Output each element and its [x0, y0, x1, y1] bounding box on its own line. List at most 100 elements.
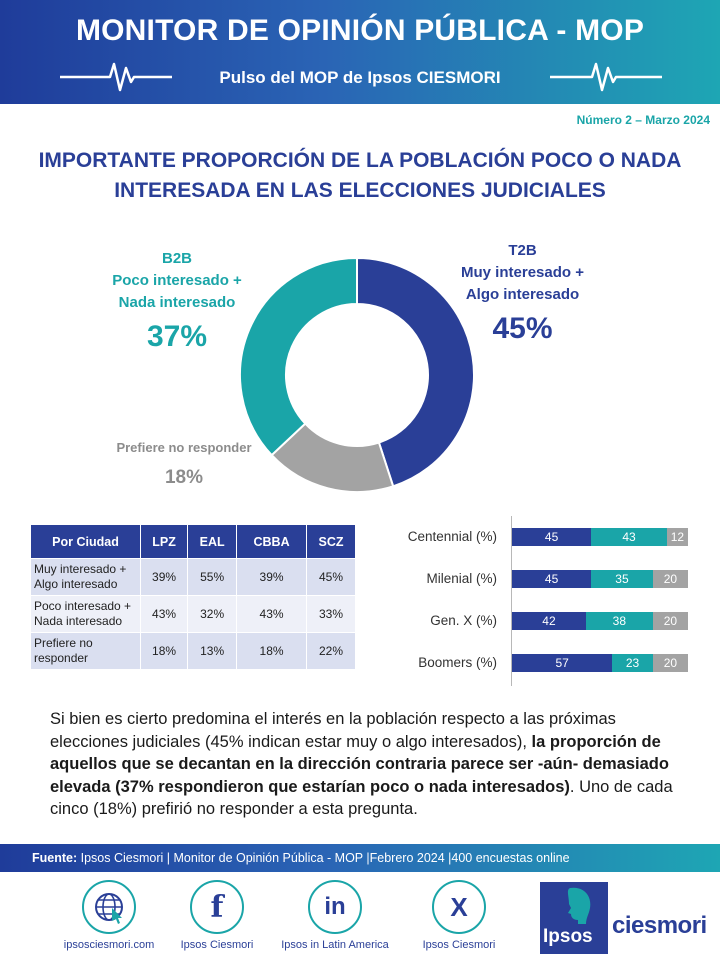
label-no-response: Prefiere no responder 18% — [104, 440, 264, 489]
row-label-line: Muy interesado + — [34, 562, 127, 576]
bar-segment: 12 — [666, 528, 688, 546]
summary-text-1: Si bien es cierto predomina el interés e… — [50, 710, 616, 751]
row-label-line: responder — [34, 651, 89, 665]
table-header-city: Por Ciudad — [30, 524, 141, 559]
ipsos-logo-box: Ipsos — [540, 882, 608, 954]
bar-segment: 20 — [652, 612, 688, 630]
stacked-bar: 57 23 20 — [512, 654, 688, 672]
summary-text-2: . Uno de cada cinco (18%) prefirió no re… — [50, 777, 673, 819]
row-label: Prefiere no responder — [30, 632, 141, 670]
heartbeat-line-right-icon — [550, 62, 662, 92]
header-banner: MONITOR DE OPINIÓN PÚBLICA - MOP Pulso d… — [0, 0, 720, 104]
table-cell: 45% — [306, 558, 356, 596]
bar-segment: 20 — [652, 570, 688, 588]
stacked-bar: 42 38 20 — [512, 612, 688, 630]
bar-chart-axis — [511, 516, 512, 686]
facebook-icon[interactable]: f — [190, 880, 244, 934]
table-row: Poco interesado + Nada interesado 43% 32%… — [30, 595, 356, 633]
label-b2b-code: B2B — [161, 250, 192, 267]
label-t2b-code: T2B — [508, 242, 537, 259]
row-label-line: Nada interesado — [34, 614, 123, 628]
issue-number: Número 2 – Marzo 2024 — [576, 113, 710, 127]
social-caption-website[interactable]: ipsosciesmori.com — [63, 939, 155, 951]
table-header-scz: SCZ — [306, 524, 356, 559]
source-bar: Fuente: Ipsos Ciesmori | Monitor de Opin… — [0, 844, 720, 872]
table-row: Prefiere no responder 18% 13% 18% 22% — [30, 632, 356, 670]
bar-segment: 38 — [585, 612, 653, 630]
headline: IMPORTANTE PROPORCIÓN DE LA POBLACIÓN PO… — [0, 146, 720, 206]
table-cell: 32% — [187, 595, 238, 633]
bar-row: Boomers (%) 57 23 20 — [380, 654, 710, 672]
bar-category-label: Boomers (%) — [418, 655, 497, 670]
stacked-bar: 45 43 12 — [512, 528, 688, 546]
social-website[interactable]: ipsosciesmori.com — [54, 880, 164, 951]
bar-segment: 57 — [512, 654, 613, 672]
page-title: MONITOR DE OPINIÓN PÚBLICA - MOP — [75, 14, 645, 47]
bar-category-label: Gen. X (%) — [430, 613, 497, 628]
label-b2b-line2: Nada interesado — [118, 294, 236, 311]
summary-paragraph: Si bien es cierto predomina el interés e… — [50, 708, 680, 821]
label-t2b-pct: 45% — [492, 312, 553, 345]
social-linkedin[interactable]: in Ipsos in Latin America — [280, 880, 390, 951]
social-facebook[interactable]: f Ipsos Ciesmori — [162, 880, 272, 951]
donut-slice-b2b — [239, 256, 358, 457]
linkedin-glyph: in — [324, 893, 346, 920]
social-x[interactable]: X Ipsos Ciesmori — [404, 880, 514, 951]
social-caption-facebook[interactable]: Ipsos Ciesmori — [180, 939, 254, 951]
source-text: Ipsos Ciesmori | Monitor de Opinión Públ… — [77, 851, 570, 865]
page-subtitle: Pulso del MOP de Ipsos CIESMORI — [219, 68, 501, 87]
bar-category-label: Centennial (%) — [407, 529, 497, 544]
table-cell: 18% — [236, 632, 307, 670]
stacked-bar: 45 35 20 — [512, 570, 688, 588]
row-label-line: Prefiere no — [34, 636, 93, 650]
table-header-row: Por Ciudad LPZ EAL CBBA SCZ — [30, 524, 356, 559]
source-label: Fuente: — [32, 851, 78, 865]
bar-segment: 23 — [612, 654, 653, 672]
row-label-line: Poco interesado + — [34, 599, 132, 613]
headline-line-2: INTERESADA EN LAS ELECCIONES JUDICIALES — [114, 179, 606, 202]
donut-chart — [239, 256, 475, 493]
label-t2b-line2: Algo interesado — [465, 286, 580, 303]
table-header-cbba: CBBA — [236, 524, 307, 559]
table-cell: 55% — [187, 558, 238, 596]
row-label: Muy interesado + Algo interesado — [30, 558, 141, 596]
row-label-line: Algo interesado — [34, 577, 118, 591]
table-cell: 13% — [187, 632, 238, 670]
table-cell: 22% — [306, 632, 356, 670]
label-nr-line1: Prefiere no responder — [116, 440, 252, 455]
bar-category-label: Milenial (%) — [426, 571, 497, 586]
label-b2b: B2B Poco interesado + Nada interesado 37… — [92, 248, 262, 353]
label-t2b-line1: Muy interesado + — [461, 264, 584, 281]
social-caption-x[interactable]: Ipsos Ciesmori — [422, 939, 496, 951]
table-cell: 18% — [139, 632, 189, 670]
globe-icon[interactable] — [82, 880, 136, 934]
summary-text-bold: la proporción de aquellos que se decanta… — [50, 732, 669, 796]
head-silhouette-icon — [567, 887, 591, 924]
table-cell: 43% — [236, 595, 307, 633]
generation-bar-chart: Centennial (%) 45 43 12 Milenial (%) 45 35 20 Ge… — [380, 516, 710, 686]
logo-ipsos-text: Ipsos — [543, 926, 593, 947]
linkedin-icon[interactable]: in — [308, 880, 362, 934]
x-glyph: X — [450, 891, 468, 922]
label-b2b-line1: Poco interesado + — [112, 272, 242, 289]
table-cell: 39% — [139, 558, 189, 596]
logo-ciesmori-text: ciesmori — [612, 912, 707, 939]
heartbeat-line-left-icon — [60, 62, 172, 92]
city-table: Por Ciudad LPZ EAL CBBA SCZ Muy interesa… — [30, 524, 356, 670]
table-header-lpz: LPZ — [139, 524, 189, 559]
ipsos-ciesmori-logo: Ipsos ciesmori — [540, 882, 707, 954]
bar-segment: 43 — [591, 528, 667, 546]
donut-slice-t2b — [356, 256, 475, 488]
label-b2b-pct: 37% — [146, 320, 208, 353]
bar-segment: 20 — [652, 654, 688, 672]
table-cell: 43% — [139, 595, 189, 633]
table-header-eal: EAL — [187, 524, 238, 559]
table-row: Muy interesado + Algo interesado 39% 55% … — [30, 558, 356, 596]
bar-segment: 35 — [591, 570, 653, 588]
social-caption-linkedin[interactable]: Ipsos in Latin America — [281, 939, 389, 951]
bar-segment: 45 — [512, 528, 592, 546]
bar-row: Centennial (%) 45 43 12 — [380, 528, 710, 546]
x-icon[interactable]: X — [432, 880, 486, 934]
table-cell: 33% — [306, 595, 356, 633]
facebook-glyph: f — [210, 889, 224, 925]
